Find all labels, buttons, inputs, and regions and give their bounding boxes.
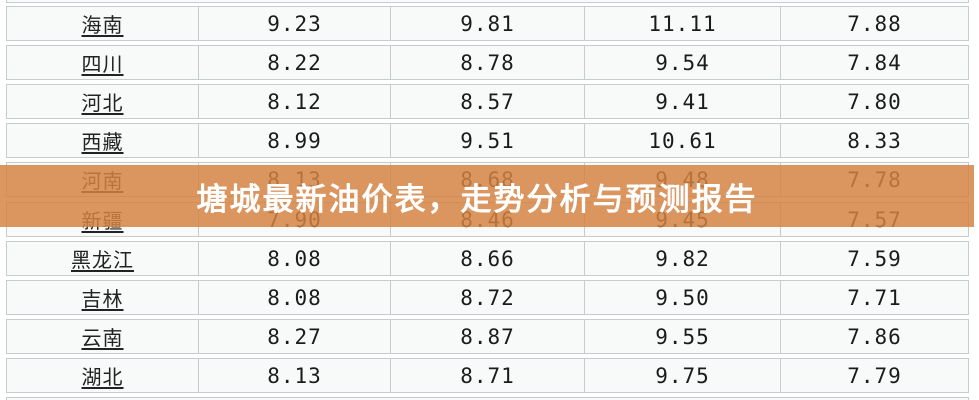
price-cell: 9.55	[584, 320, 780, 353]
price-cell: 7.84	[780, 46, 968, 79]
province-cell: 吉林	[7, 281, 198, 314]
price-cell: 8.27	[198, 320, 390, 353]
province-link[interactable]: 湖北	[81, 365, 124, 389]
headline-banner-title: 塘城最新油价表，走势分析与预测报告	[196, 181, 758, 218]
price-cell: 8.13	[198, 359, 390, 392]
price-value: 9.55	[655, 324, 710, 349]
price-cell: 8.99	[198, 124, 390, 157]
price-value: 7.59	[847, 246, 902, 271]
price-cell: 8.72	[390, 281, 584, 314]
table-row: 西藏 8.99 9.51 10.61 8.33	[6, 123, 969, 158]
price-value: 7.86	[847, 324, 902, 349]
price-cell: 9.23	[198, 7, 390, 40]
price-cell: 7.59	[780, 242, 968, 275]
price-value: 7.88	[847, 11, 902, 36]
price-cell: 10.61	[584, 124, 780, 157]
price-cell: 9.50	[584, 281, 780, 314]
province-cell: 四川	[7, 46, 198, 79]
price-cell: 8.66	[390, 242, 584, 275]
table-row-partial-bottom	[6, 397, 969, 400]
price-cell: 8.22	[198, 46, 390, 79]
price-cell: 7.71	[780, 281, 968, 314]
province-link[interactable]: 云南	[81, 326, 124, 350]
price-cell: 7.88	[780, 7, 968, 40]
price-cell: 8.12	[198, 85, 390, 118]
province-cell: 黑龙江	[7, 242, 198, 275]
price-value: 9.75	[655, 363, 710, 388]
price-cell: 8.08	[198, 281, 390, 314]
headline-banner: 塘城最新油价表，走势分析与预测报告	[0, 165, 974, 227]
table-row: 吉林 8.08 8.72 9.50 7.71	[6, 280, 969, 315]
price-value: 8.57	[460, 89, 515, 114]
price-cell: 8.78	[390, 46, 584, 79]
price-value: 8.27	[267, 324, 322, 349]
province-link[interactable]: 吉林	[81, 287, 124, 311]
price-value: 7.84	[847, 50, 902, 75]
province-cell: 湖北	[7, 359, 198, 392]
table-row: 四川 8.22 8.78 9.54 7.84	[6, 45, 969, 80]
price-value: 8.12	[267, 89, 322, 114]
table-row: 云南 8.27 8.87 9.55 7.86	[6, 319, 969, 354]
price-cell: 8.33	[780, 124, 968, 157]
province-cell: 河北	[7, 85, 198, 118]
price-cell: 8.71	[390, 359, 584, 392]
price-value: 7.80	[847, 89, 902, 114]
province-link[interactable]: 黑龙江	[71, 248, 134, 272]
price-value: 7.79	[847, 363, 902, 388]
price-cell: 7.79	[780, 359, 968, 392]
price-value: 11.11	[648, 11, 717, 36]
price-value: 9.50	[655, 285, 710, 310]
province-link[interactable]: 西藏	[81, 130, 124, 154]
province-link[interactable]: 海南	[81, 13, 124, 37]
price-value: 8.13	[267, 363, 322, 388]
price-value: 8.33	[847, 128, 902, 153]
price-cell: 9.54	[584, 46, 780, 79]
province-link[interactable]: 河北	[81, 91, 124, 115]
price-cell: 9.75	[584, 359, 780, 392]
price-value: 8.71	[460, 363, 515, 388]
price-value: 8.72	[460, 285, 515, 310]
price-value: 8.99	[267, 128, 322, 153]
price-value: 9.54	[655, 50, 710, 75]
price-cell: 7.86	[780, 320, 968, 353]
price-value: 8.08	[267, 246, 322, 271]
province-cell: 海南	[7, 7, 198, 40]
price-value: 9.23	[267, 11, 322, 36]
price-value: 9.82	[655, 246, 710, 271]
price-cell: 11.11	[584, 7, 780, 40]
table-row-partial-top	[6, 0, 969, 3]
price-value: 9.41	[655, 89, 710, 114]
table-row: 河北 8.12 8.57 9.41 7.80	[6, 84, 969, 119]
price-value: 8.66	[460, 246, 515, 271]
price-cell: 9.81	[390, 7, 584, 40]
price-cell: 9.51	[390, 124, 584, 157]
price-value: 8.87	[460, 324, 515, 349]
province-link[interactable]: 四川	[81, 52, 124, 76]
price-cell: 8.87	[390, 320, 584, 353]
price-value: 8.78	[460, 50, 515, 75]
table-row: 湖北 8.13 8.71 9.75 7.79	[6, 358, 969, 393]
price-value: 8.22	[267, 50, 322, 75]
price-cell: 9.82	[584, 242, 780, 275]
province-cell: 云南	[7, 320, 198, 353]
price-value: 7.71	[847, 285, 902, 310]
price-cell: 9.41	[584, 85, 780, 118]
price-cell: 8.08	[198, 242, 390, 275]
province-cell: 西藏	[7, 124, 198, 157]
table-row: 黑龙江 8.08 8.66 9.82 7.59	[6, 241, 969, 276]
price-value: 9.51	[460, 128, 515, 153]
price-cell: 7.80	[780, 85, 968, 118]
price-value: 8.08	[267, 285, 322, 310]
price-value: 10.61	[648, 128, 717, 153]
price-cell: 8.57	[390, 85, 584, 118]
table-row: 海南 9.23 9.81 11.11 7.88	[6, 6, 969, 41]
price-value: 9.81	[460, 11, 515, 36]
